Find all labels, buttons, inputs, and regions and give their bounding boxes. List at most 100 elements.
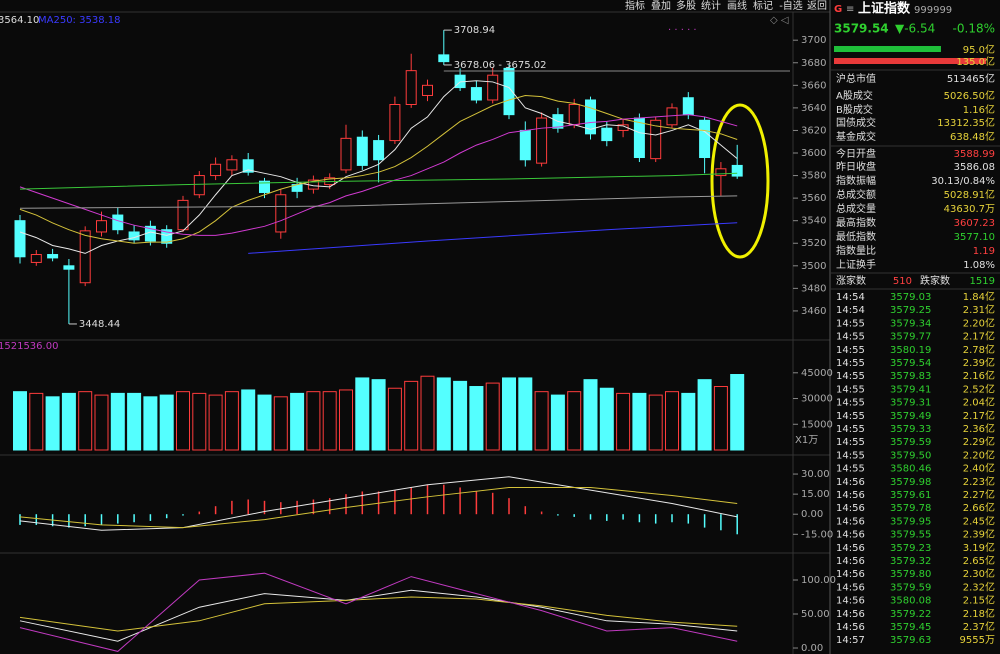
tick-volume: 2.39亿 xyxy=(963,356,995,369)
tick-volume: 2.17亿 xyxy=(963,330,995,343)
volume-bar xyxy=(550,394,565,451)
tick-time: 14:54 xyxy=(836,292,865,303)
stat-label: 上证换手 xyxy=(836,258,876,271)
volume-bar xyxy=(78,391,93,451)
volume-bar xyxy=(224,391,239,451)
volume-bar xyxy=(371,379,386,451)
volume-bar xyxy=(404,380,419,451)
candle-body xyxy=(96,220,107,233)
tick-time: 14:56 xyxy=(836,569,865,580)
indicator-line xyxy=(19,486,738,529)
volume-bar xyxy=(176,391,190,451)
y-tick-label: 3520 xyxy=(801,238,826,249)
tick-price: 3579.34 xyxy=(890,318,931,329)
stat-label: 指数振幅 xyxy=(836,174,876,187)
indicator-line xyxy=(19,172,738,190)
up-count-label: 涨家数 xyxy=(836,274,866,287)
tick-price: 3580.19 xyxy=(890,345,931,356)
tick-volume: 2.36亿 xyxy=(963,422,995,435)
volume-bar xyxy=(339,389,353,451)
tick-volume: 2.31亿 xyxy=(963,303,995,316)
candle-body xyxy=(699,119,711,159)
tick-price: 3579.59 xyxy=(890,582,931,593)
toolbar-button[interactable]: 叠加 xyxy=(651,0,671,12)
flow-bar xyxy=(834,46,941,52)
icon[interactable]: ◇ ◁ xyxy=(770,15,789,26)
tick-price: 3579.61 xyxy=(890,490,931,501)
stat-label: 指数量比 xyxy=(836,244,876,257)
y-tick-label: 3700 xyxy=(801,35,826,46)
y-tick-label: 3500 xyxy=(801,261,826,272)
y-tick-label: 0.00 xyxy=(801,643,823,654)
volume-bar xyxy=(485,382,500,451)
chart-header: 1521536.00 xyxy=(0,341,58,352)
price: 3579.54 xyxy=(834,22,889,36)
stat-label: 国债成交 xyxy=(836,116,876,129)
candle-body xyxy=(585,99,596,135)
toolbar-button[interactable]: 返回 xyxy=(807,0,827,12)
y-tick-label: 3600 xyxy=(801,148,826,159)
tick-volume: 2.65亿 xyxy=(963,554,995,567)
volume-bar xyxy=(616,392,631,451)
tick-time: 14:54 xyxy=(836,305,865,316)
y-tick-label: 3460 xyxy=(801,306,826,317)
candle-body xyxy=(715,168,727,177)
candle-body xyxy=(112,214,124,231)
candle-body xyxy=(63,265,75,270)
stat-label: A股成交 xyxy=(836,89,873,102)
toolbar-button[interactable]: 统计 xyxy=(701,0,721,12)
stat-value: 1.16亿 xyxy=(963,103,995,116)
volume-bar xyxy=(94,394,109,451)
y-tick-label: 30000 xyxy=(801,394,833,405)
chart-header: MA250: 3538.18 xyxy=(38,15,120,26)
volume-bar xyxy=(257,394,272,451)
y-tick-label: 3660 xyxy=(801,80,826,91)
tick-time: 14:56 xyxy=(836,622,865,633)
y-tick-label: 15000 xyxy=(801,419,833,430)
flow-label: 135.0亿 xyxy=(956,55,995,68)
index-name: 上证指数 xyxy=(858,1,911,17)
volume-bar xyxy=(599,387,614,451)
toolbar-button[interactable]: 标记 xyxy=(753,0,773,12)
stat-label: 基金成交 xyxy=(836,130,876,143)
tick-price: 3579.98 xyxy=(890,477,931,488)
toolbar-button[interactable]: -自选 xyxy=(779,0,803,12)
candle-body xyxy=(438,54,450,63)
y-tick-label: 45000 xyxy=(801,368,833,379)
tick-time: 14:56 xyxy=(836,516,865,527)
tick-time: 14:55 xyxy=(836,437,865,448)
indicator-line xyxy=(19,476,738,531)
kdj-lines xyxy=(19,572,738,652)
volume-bar xyxy=(127,392,142,451)
y-tick-label: 50.00 xyxy=(801,609,830,620)
tick-time: 14:56 xyxy=(836,596,865,607)
toolbar-button[interactable]: 画线 xyxy=(727,0,747,12)
tick-time: 14:56 xyxy=(836,556,865,567)
volume-bar xyxy=(322,391,337,451)
tick-price: 3580.46 xyxy=(890,464,931,475)
tick-time: 14:56 xyxy=(836,477,865,488)
volume-bar xyxy=(713,386,728,451)
candle-body xyxy=(389,103,401,142)
tick-time: 14:56 xyxy=(836,609,865,620)
toolbar-button[interactable]: 多股 xyxy=(676,0,696,12)
stat-value: 513465亿 xyxy=(947,72,995,85)
volume-bar xyxy=(45,396,60,451)
volume-bar xyxy=(159,394,174,451)
indicator-line xyxy=(19,195,738,209)
tick-volume: 2.40亿 xyxy=(963,462,995,475)
candle-body xyxy=(682,97,694,116)
stat-value: 3586.08 xyxy=(954,162,995,173)
tick-price: 3579.54 xyxy=(890,358,931,369)
tick-time: 14:55 xyxy=(836,371,865,382)
stat-label: 总成交额 xyxy=(836,188,876,201)
stat-label: 沪总市值 xyxy=(836,72,876,85)
candle-body xyxy=(30,254,42,263)
toolbar-button[interactable]: 指标 xyxy=(625,0,645,12)
volume-bar xyxy=(730,374,745,451)
volume-bar xyxy=(469,386,484,451)
candle-body xyxy=(503,67,515,116)
tick-time: 14:55 xyxy=(836,358,865,369)
stat-value: 1.08% xyxy=(963,260,995,271)
menu-icon[interactable]: ≡ xyxy=(846,4,854,15)
